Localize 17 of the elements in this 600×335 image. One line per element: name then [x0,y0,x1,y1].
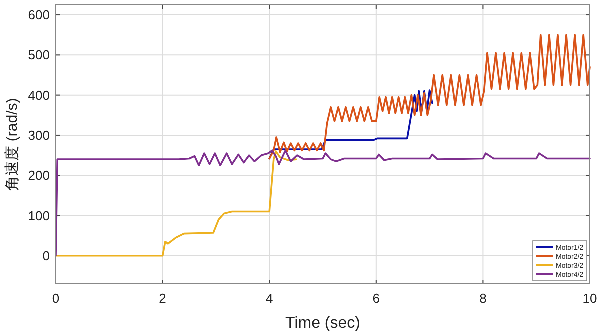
y-axis-title: 角速度 (rad/s) [4,98,21,191]
y-tick-label: 0 [42,248,50,264]
x-tick-label: 8 [480,291,487,306]
y-tick-label: 600 [28,8,50,23]
x-tick-label: 4 [266,291,274,306]
y-tick-label: 100 [28,208,50,224]
x-tick-label: 0 [52,291,60,306]
x-axis-title: Time (sec) [286,315,360,332]
x-tick-label: 2 [159,291,166,306]
y-tick-label: 400 [28,88,50,103]
y-tick-label: 300 [28,128,50,143]
y-tick-label: 500 [28,48,50,63]
line-series [268,34,591,160]
line-series [55,150,298,257]
x-tick-label: 10 [582,291,598,306]
x-tick-label: 6 [372,291,380,306]
y-tick-label: 200 [28,168,50,184]
